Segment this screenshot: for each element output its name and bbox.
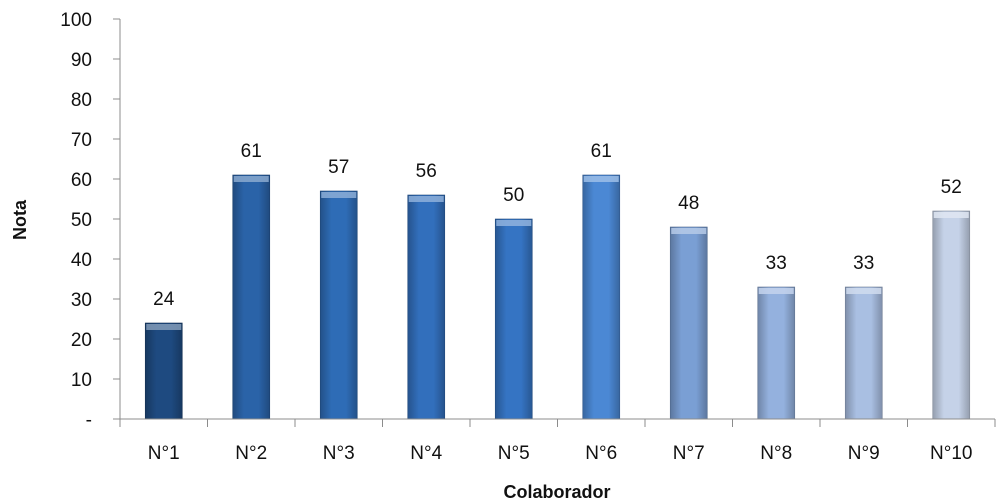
data-label: 33 [853,253,874,274]
bar-7 [669,226,708,420]
bar [844,286,883,420]
x-tick-label: N°10 [930,443,972,464]
bar-top-bevel [758,288,794,294]
x-tick-label: N°8 [760,443,792,464]
data-label: 61 [241,141,262,162]
bar-2 [232,174,271,420]
bar-10 [932,210,971,420]
data-label: 50 [503,185,524,206]
data-label: 52 [941,177,962,198]
data-labels: 24 61 57 56 50 61 48 33 33 52 [153,141,962,310]
bar-top-bevel [496,220,532,226]
bar-top-bevel [408,196,444,202]
x-tick-label: N°2 [235,443,267,464]
y-tick-label: 100 [60,10,92,31]
bar-3 [319,190,358,420]
bars [144,174,971,420]
bar-9 [844,286,883,420]
data-label: 33 [766,253,787,274]
bar-1 [144,322,183,420]
bar-6 [582,174,621,420]
bar [932,210,971,420]
bar-top-bevel [933,212,969,218]
x-tick-label: N°1 [148,443,180,464]
bar [232,174,271,420]
bar-top-bevel [583,176,619,182]
bar-top-bevel [671,228,707,234]
bar-top-bevel [146,324,182,330]
data-label: 24 [153,289,175,310]
bar-4 [407,194,446,420]
bar [669,226,708,420]
bar-top-bevel [233,176,269,182]
data-label: 56 [416,161,437,182]
data-label: 61 [591,141,612,162]
data-label: 48 [678,193,699,214]
x-tick-label: N°9 [848,443,880,464]
y-tick-label: 20 [71,330,92,351]
x-tick-label: N°5 [498,443,530,464]
y-tick-label: 50 [71,210,92,231]
x-tick-label: N°3 [323,443,355,464]
bar-8 [757,286,796,420]
y-tick-label: 70 [71,130,92,151]
bar-top-bevel [321,192,357,198]
bar [407,194,446,420]
bar [319,190,358,420]
x-axis-title: Colaborador [503,482,610,502]
y-tick-label: 30 [71,290,92,311]
y-tick-label: - [86,410,92,431]
x-tick-label: N°7 [673,443,705,464]
x-tick-label: N°4 [410,443,442,464]
bar-top-bevel [846,288,882,294]
y-tick-label: 10 [71,370,92,391]
bar [494,218,533,420]
y-tick-label: 80 [71,90,92,111]
bar [757,286,796,420]
y-tick-label: 40 [71,250,92,271]
data-label: 57 [328,157,349,178]
bar [144,322,183,420]
y-tick-label: 90 [71,50,92,71]
x-axis-ticks: N°1 N°2 N°3 N°4 N°5 N°6 N°7 N°8 N°9 N°10 [119,419,996,464]
y-tick-label: 60 [71,170,92,191]
bar [582,174,621,420]
x-tick-label: N°6 [585,443,617,464]
bar-5 [494,218,533,420]
y-axis-ticks: - 10 20 30 40 50 60 70 80 90 100 [60,10,120,431]
y-axis-title: Nota [10,199,30,240]
